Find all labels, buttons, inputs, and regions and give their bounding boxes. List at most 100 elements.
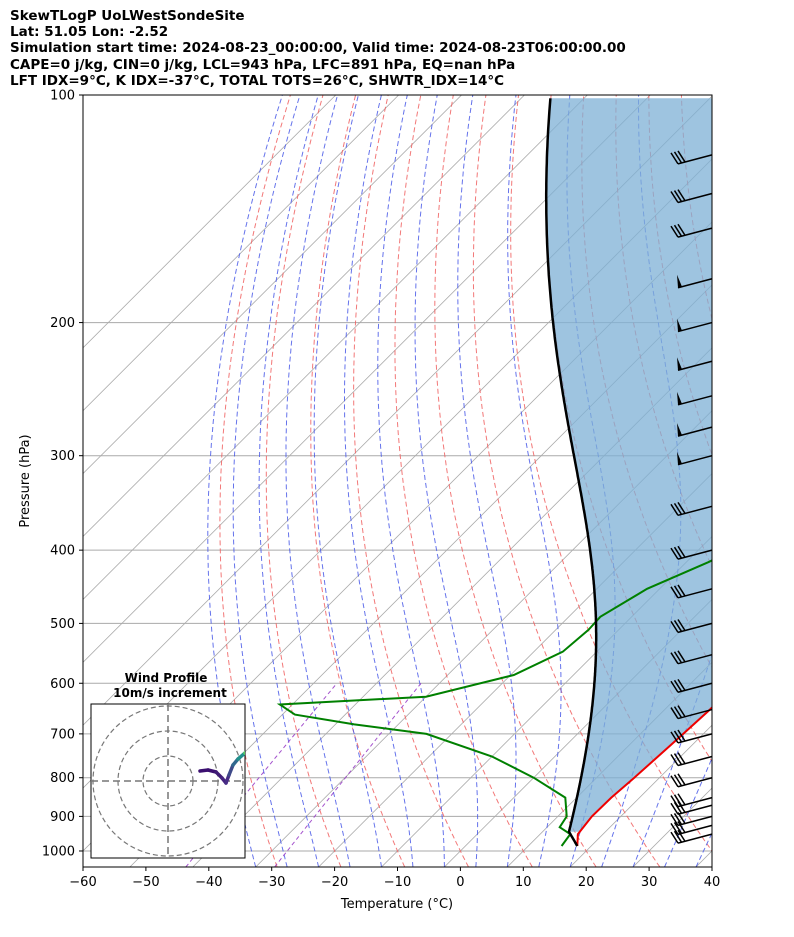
cape-shaded-area: [546, 98, 712, 832]
wind-barb-feather: [677, 729, 686, 742]
wind-barb-feather: [670, 652, 679, 665]
wind-barb-pennant: [677, 451, 682, 465]
wind-barb: [670, 223, 713, 238]
wind-barb: [677, 423, 713, 437]
wind-barb: [670, 821, 713, 836]
temperature-line: [576, 706, 712, 847]
wind-barb-staff: [677, 549, 713, 560]
wind-barb-staff: [677, 833, 713, 844]
moist-adiabat-line: [601, 95, 682, 867]
moist-adiabat-line: [258, 95, 320, 867]
wind-barb-feather: [673, 706, 683, 718]
wind-barb-feather: [677, 545, 686, 558]
moist-adiabat-line: [457, 95, 517, 867]
wind-barb-feather: [673, 730, 683, 743]
wind-barb-feather: [677, 821, 686, 833]
wind-barb-staff: [677, 796, 713, 808]
wind-barb-feather: [670, 621, 679, 633]
wind-barb-staff: [677, 708, 713, 720]
wind-barb-feather: [670, 707, 679, 719]
wind-barb-feather: [670, 547, 679, 560]
wind-barb-feather: [673, 651, 683, 664]
x-axis-label: Temperature (°C): [340, 897, 453, 912]
isotherm-line: [129, 284, 712, 867]
wind-barb-feather: [670, 795, 679, 808]
hodograph-subtitle: 10m/s increment: [113, 686, 227, 700]
x-tick-label: −50: [132, 875, 159, 890]
x-tick-label: −60: [69, 875, 96, 890]
isotherm-line: [83, 95, 651, 663]
wind-barb: [677, 391, 713, 406]
wind-barb-staff: [677, 192, 713, 204]
wind-barb: [670, 189, 713, 204]
wind-barb-feather: [673, 151, 683, 164]
hodograph-inset: Wind Profile 10m/s increment: [90, 671, 246, 859]
wind-barb-feather: [670, 802, 679, 815]
wind-barb-feather: [673, 830, 683, 843]
wind-barb-feather: [677, 829, 686, 842]
wind-barb: [670, 502, 713, 517]
wind-barb-feather: [670, 586, 679, 599]
chart-header: SkewTLogP UoLWestSondeSite Lat: 51.05 Lo…: [10, 8, 626, 89]
wind-barb-staff: [677, 360, 713, 371]
y-tick-label: 800: [50, 771, 75, 786]
wind-barb-staff: [677, 505, 713, 517]
wind-barb-staff: [677, 733, 713, 744]
y-tick-label: 1000: [42, 844, 75, 859]
wind-barb: [670, 584, 713, 599]
wind-barb-feather: [673, 753, 683, 765]
x-tick-label: −10: [384, 875, 411, 890]
y-tick-label: 300: [50, 449, 75, 464]
wind-barb-staff: [677, 588, 713, 599]
isotherm-line: [83, 95, 588, 600]
wind-barb-staff: [677, 278, 713, 289]
wind-barb: [670, 729, 713, 744]
wind-barb-pennant: [677, 274, 682, 288]
x-tick-label: 10: [515, 875, 532, 890]
wind-barb-feather: [673, 585, 683, 598]
dry-adiabat-line: [353, 95, 469, 867]
wind-barb: [677, 357, 713, 371]
wind-barb-staff: [677, 154, 713, 165]
wind-barb: [670, 705, 713, 720]
wind-barb: [677, 318, 713, 333]
dry-adiabat-line: [779, 95, 794, 867]
chart-title: SkewTLogP UoLWestSondeSite: [10, 8, 245, 24]
profile-lines-layer: [276, 98, 712, 847]
wind-barb-pennant: [677, 423, 682, 437]
y-tick-label: 400: [50, 544, 75, 559]
isotherm-line: [569, 724, 712, 867]
hodograph-trace-segment: [227, 763, 235, 777]
indices-line: LFT IDX=9°C, K IDX=-37°C, TOTAL TOTS=26°…: [10, 72, 505, 89]
wind-barb-staff: [677, 682, 713, 693]
isotherm-line: [444, 598, 712, 867]
dewpoint-line: [276, 559, 712, 847]
wind-barb-feather: [673, 774, 683, 787]
wind-barb-feather: [670, 152, 679, 165]
dry-adiabat-line: [394, 95, 533, 867]
wind-barb: [677, 451, 713, 466]
wind-barb-feather: [677, 584, 686, 597]
isotherm-line: [381, 535, 712, 867]
cape-line: CAPE=0 j/kg, CIN=0 j/kg, LCL=943 hPa, LF…: [10, 56, 516, 73]
wind-barb-staff: [677, 454, 713, 466]
moist-adiabat-line: [414, 95, 479, 867]
y-tick-label: 200: [50, 316, 75, 331]
dry-adiabat-line: [310, 95, 406, 867]
wind-barb-staff: [677, 653, 713, 665]
wind-barb: [670, 150, 713, 165]
x-tick-label: 40: [704, 875, 721, 890]
dry-adiabat-line: [747, 95, 794, 867]
wind-barb-feather: [670, 754, 679, 766]
isotherm-line: [83, 95, 462, 475]
wind-barb-feather: [677, 189, 686, 202]
wind-barb-feather: [677, 773, 686, 786]
y-tick-label: 600: [50, 677, 75, 692]
wind-barb-feather: [677, 502, 686, 514]
wind-barb-feather: [677, 619, 686, 631]
hodograph-title: Wind Profile: [125, 671, 208, 685]
wind-barb-feather: [670, 191, 679, 203]
wind-barb-feather: [677, 752, 686, 765]
wind-barb: [670, 773, 713, 788]
